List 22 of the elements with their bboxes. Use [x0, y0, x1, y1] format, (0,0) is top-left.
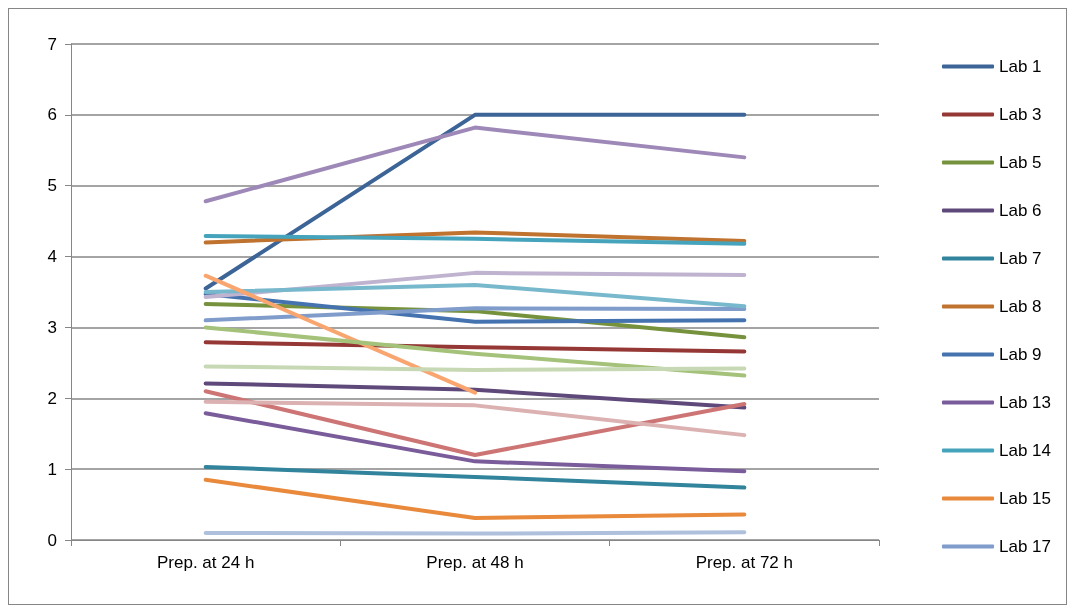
- legend-label: Lab 3: [999, 105, 1042, 124]
- legend-label: Lab 9: [999, 345, 1042, 364]
- y-tick-label: 0: [47, 530, 57, 550]
- legend-label: Lab 15: [999, 489, 1051, 508]
- y-tick-label: 3: [47, 317, 57, 337]
- y-tick-label: 5: [47, 176, 57, 196]
- legend-label: Lab 7: [999, 249, 1042, 268]
- legend-label: Lab 13: [999, 393, 1051, 412]
- legend-label: Lab 17: [999, 537, 1051, 556]
- x-tick-label: Prep. at 72 h: [695, 553, 794, 572]
- y-tick-label: 4: [47, 247, 57, 267]
- legend-label: Lab 5: [999, 153, 1042, 172]
- legend-label: Lab 14: [999, 441, 1051, 460]
- x-tick-label: Prep. at 48 h: [426, 553, 524, 572]
- legend-label: Lab 1: [999, 57, 1042, 76]
- y-tick-label: 6: [47, 105, 57, 125]
- x-tick-label: Prep. at 24 h: [156, 553, 255, 572]
- legend-label: Lab 8: [999, 297, 1042, 316]
- y-tick-label: 2: [47, 388, 57, 408]
- y-tick-label: 1: [47, 459, 57, 479]
- y-tick-label: 7: [47, 34, 57, 54]
- legend-label: Lab 6: [999, 201, 1042, 220]
